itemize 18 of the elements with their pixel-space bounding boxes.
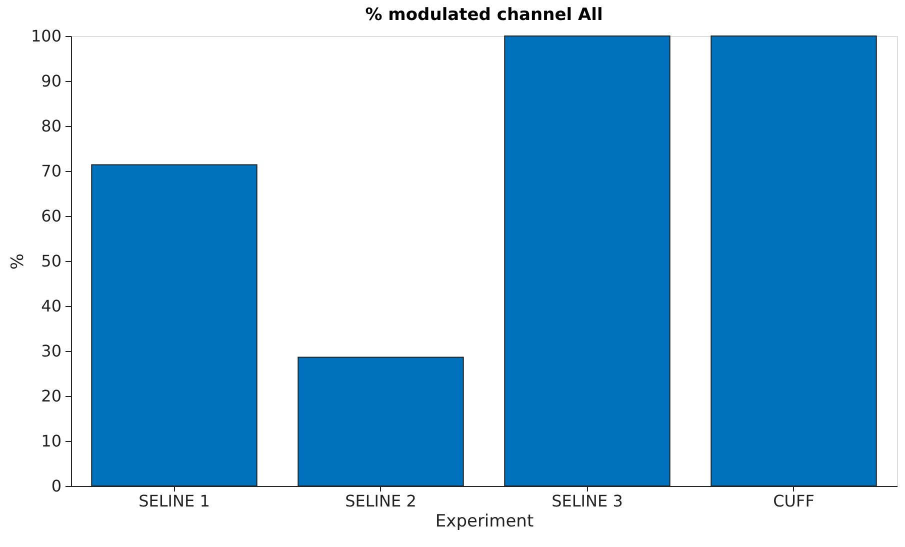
y-axis-title: % (8, 253, 28, 270)
x-tick-label: SELINE 3 (552, 492, 623, 510)
y-tick-label: 30 (41, 342, 62, 360)
y-tick-label: 50 (41, 252, 62, 270)
y-tick-label: 60 (41, 206, 62, 226)
x-tick-label: SELINE 1 (138, 492, 210, 510)
y-tick-label: 10 (41, 432, 62, 450)
x-tick-label: CUFF (773, 492, 814, 510)
y-tick-label: 80 (41, 116, 62, 136)
y-tick-label: 100 (30, 26, 62, 46)
y-tick-label: 20 (41, 386, 62, 406)
y-tick-label: 0 (51, 476, 62, 496)
y-tick-label: 70 (41, 162, 62, 180)
x-axis-title: Experiment (435, 512, 534, 532)
y-tick-label: 40 (41, 296, 62, 316)
y-tick-label: 90 (41, 72, 62, 90)
chart-title: % modulated channel All (365, 5, 603, 25)
x-tick-label: SELINE 2 (345, 492, 416, 510)
